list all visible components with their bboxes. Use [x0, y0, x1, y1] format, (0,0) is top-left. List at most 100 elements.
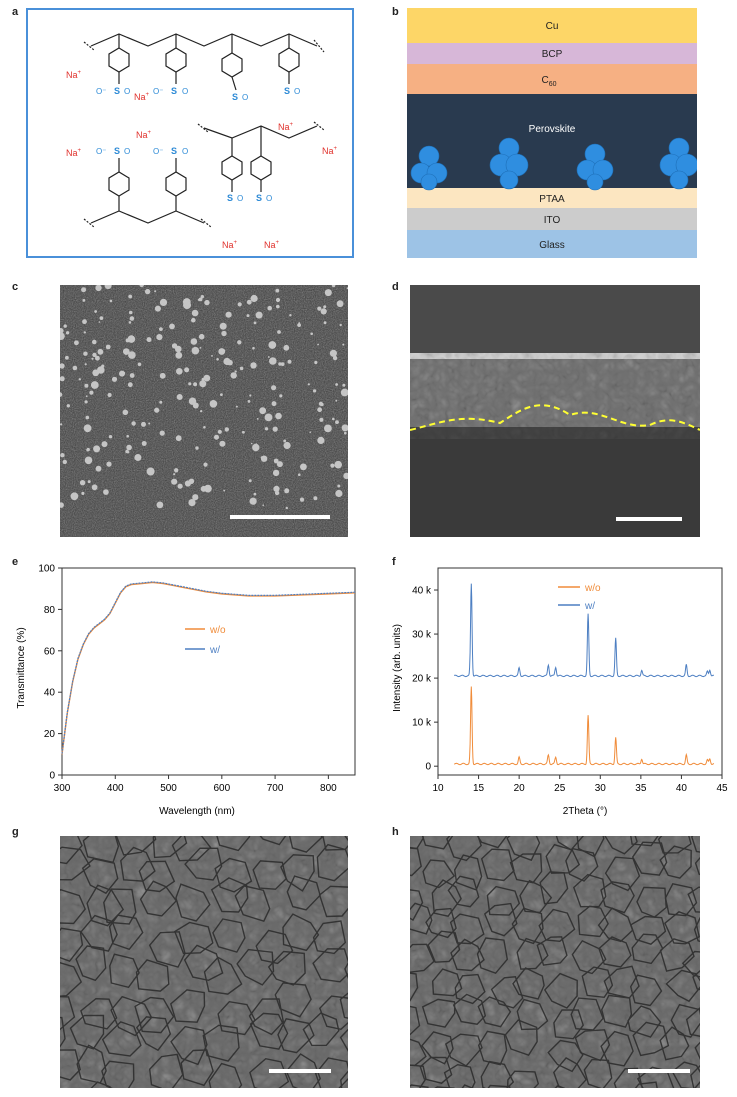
y-tick-label: 40 k	[412, 586, 432, 597]
polymer-clusters	[410, 137, 697, 191]
y-tick-label: 30 k	[412, 630, 432, 641]
x-tick-label: 45	[716, 783, 728, 794]
x-tick-label: 300	[54, 783, 71, 794]
sodium-ion-7: Na+	[222, 240, 238, 250]
sodium-ion-6: Na+	[322, 146, 338, 156]
sulfonate-s-6: S	[171, 146, 177, 156]
x-tick-label: 500	[160, 783, 177, 794]
scale-bar	[616, 517, 682, 521]
panel-label-a: a	[12, 6, 19, 18]
oxygen-4: O	[294, 87, 300, 96]
series-line-wo	[453, 686, 715, 766]
oxygen-minus-2: O⁻	[153, 87, 163, 96]
oxygen-1: O	[124, 87, 130, 96]
panel-label-d: d	[392, 281, 399, 293]
oxygen-8: O	[266, 194, 272, 203]
dashed-outline	[410, 404, 700, 431]
panel-label-f: f	[392, 556, 396, 568]
legend-wo: w/o	[584, 583, 601, 594]
sulfonate-s-3: S	[232, 92, 238, 102]
panel-c-sem-image	[60, 285, 348, 537]
layer-cu	[407, 8, 697, 43]
layer-label-bcp: BCP	[542, 49, 563, 60]
legend: w/o w/	[558, 583, 601, 612]
y-tick-label: 0	[425, 762, 431, 773]
oxygen-2: O	[182, 87, 188, 96]
x-tick-label: 15	[473, 783, 485, 794]
sulfonate-s-2: S	[171, 86, 177, 96]
layer-label-ito: ITO	[544, 215, 561, 226]
layer-bcp	[407, 43, 697, 64]
series-line-w	[61, 581, 356, 754]
legend-wo: w/o	[209, 625, 226, 636]
layer-ito	[407, 208, 697, 230]
sodium-ion-5: Na+	[278, 122, 294, 132]
layer-label-ptaa: PTAA	[539, 194, 565, 205]
plot-frame	[61, 567, 356, 776]
x-tick-label: 800	[320, 783, 337, 794]
panel-e-transmittance-chart: 300 400 500 600 700 800 0 20 40 60 80 100 Wavelengt…	[16, 564, 356, 817]
y-tick-label: 80	[44, 605, 56, 616]
legend-w: w/	[584, 601, 595, 612]
y-tick-label: 20 k	[412, 674, 432, 685]
y-axis-label: Intensity (arb. units)	[392, 624, 403, 712]
x-axis-label: 2Theta (°)	[563, 806, 608, 817]
sodium-ion-4: Na+	[66, 148, 82, 158]
x-tick-label: 10	[432, 783, 444, 794]
oxygen-minus-5: O⁻	[96, 147, 106, 156]
x-tick-label: 35	[635, 783, 647, 794]
sodium-ion-3: Na+	[136, 130, 152, 140]
x-tick-label: 25	[554, 783, 566, 794]
series-line-w	[453, 583, 714, 678]
layer-perovskite	[407, 94, 697, 188]
layer-glass	[407, 230, 697, 258]
sodium-ion-1: Na+	[66, 70, 82, 80]
x-tick-label: 30	[595, 783, 607, 794]
layer-label-cu: Cu	[546, 21, 559, 32]
y-axis-label: Transmittance (%)	[16, 627, 27, 708]
series-line-wo	[61, 581, 356, 755]
panel-label-c: c	[12, 281, 19, 293]
x-tick-label: 40	[676, 783, 688, 794]
y-tick-label: 10 k	[412, 718, 432, 729]
panel-label-g: g	[12, 826, 19, 838]
sulfonate-s-7: S	[227, 193, 233, 203]
layer-label-perovskite: Perovskite	[529, 124, 576, 135]
panel-a-structure: S S S S S S S S O⁻ O O⁻ O O O O⁻ O O⁻ O …	[26, 8, 354, 258]
sodium-ion-2: Na+	[134, 92, 150, 102]
panel-label-b: b	[392, 6, 399, 18]
panel-d-cross-section-image	[410, 285, 700, 537]
panel-g-grain-image	[60, 836, 348, 1088]
y-tick-label: 40	[44, 688, 56, 699]
panel-b-device-stack: Cu BCP C60 Perovskite PTAA ITO Glass	[407, 8, 697, 258]
legend: w/o w/	[185, 625, 226, 656]
oxygen-7: O	[237, 194, 243, 203]
panel-f-xrd-chart: 10 15 20 25 30 35 40 45 0 10 k 20 k 30 k 40 k 2Theta…	[392, 567, 728, 817]
x-tick-label: 700	[267, 783, 284, 794]
y-tick-label: 60	[44, 646, 56, 657]
sulfonate-s-4: S	[284, 86, 290, 96]
scale-bar	[628, 1069, 690, 1073]
sodium-ion-8: Na+	[264, 240, 280, 250]
layer-label-glass: Glass	[539, 240, 565, 251]
x-tick-label: 20	[514, 783, 526, 794]
plot-frame	[437, 567, 723, 776]
y-tick-label: 0	[49, 771, 55, 782]
sulfonate-s-1: S	[114, 86, 120, 96]
scale-bar	[230, 515, 330, 519]
panel-label-h: h	[392, 826, 399, 838]
y-tick-label: 100	[38, 564, 55, 575]
panel-h-grain-image	[410, 836, 700, 1088]
legend-w: w/	[209, 645, 220, 656]
oxygen-minus-6: O⁻	[153, 147, 163, 156]
layer-c60	[407, 64, 697, 94]
sulfonate-s-5: S	[114, 146, 120, 156]
oxygen-6: O	[182, 147, 188, 156]
layer-ptaa	[407, 188, 697, 208]
panel-label-e: e	[12, 556, 19, 568]
oxygen-3: O	[242, 93, 248, 102]
oxygen-minus-1: O⁻	[96, 87, 106, 96]
y-tick-label: 20	[44, 729, 56, 740]
layer-label-c60: C60	[541, 75, 556, 88]
x-tick-label: 400	[107, 783, 124, 794]
